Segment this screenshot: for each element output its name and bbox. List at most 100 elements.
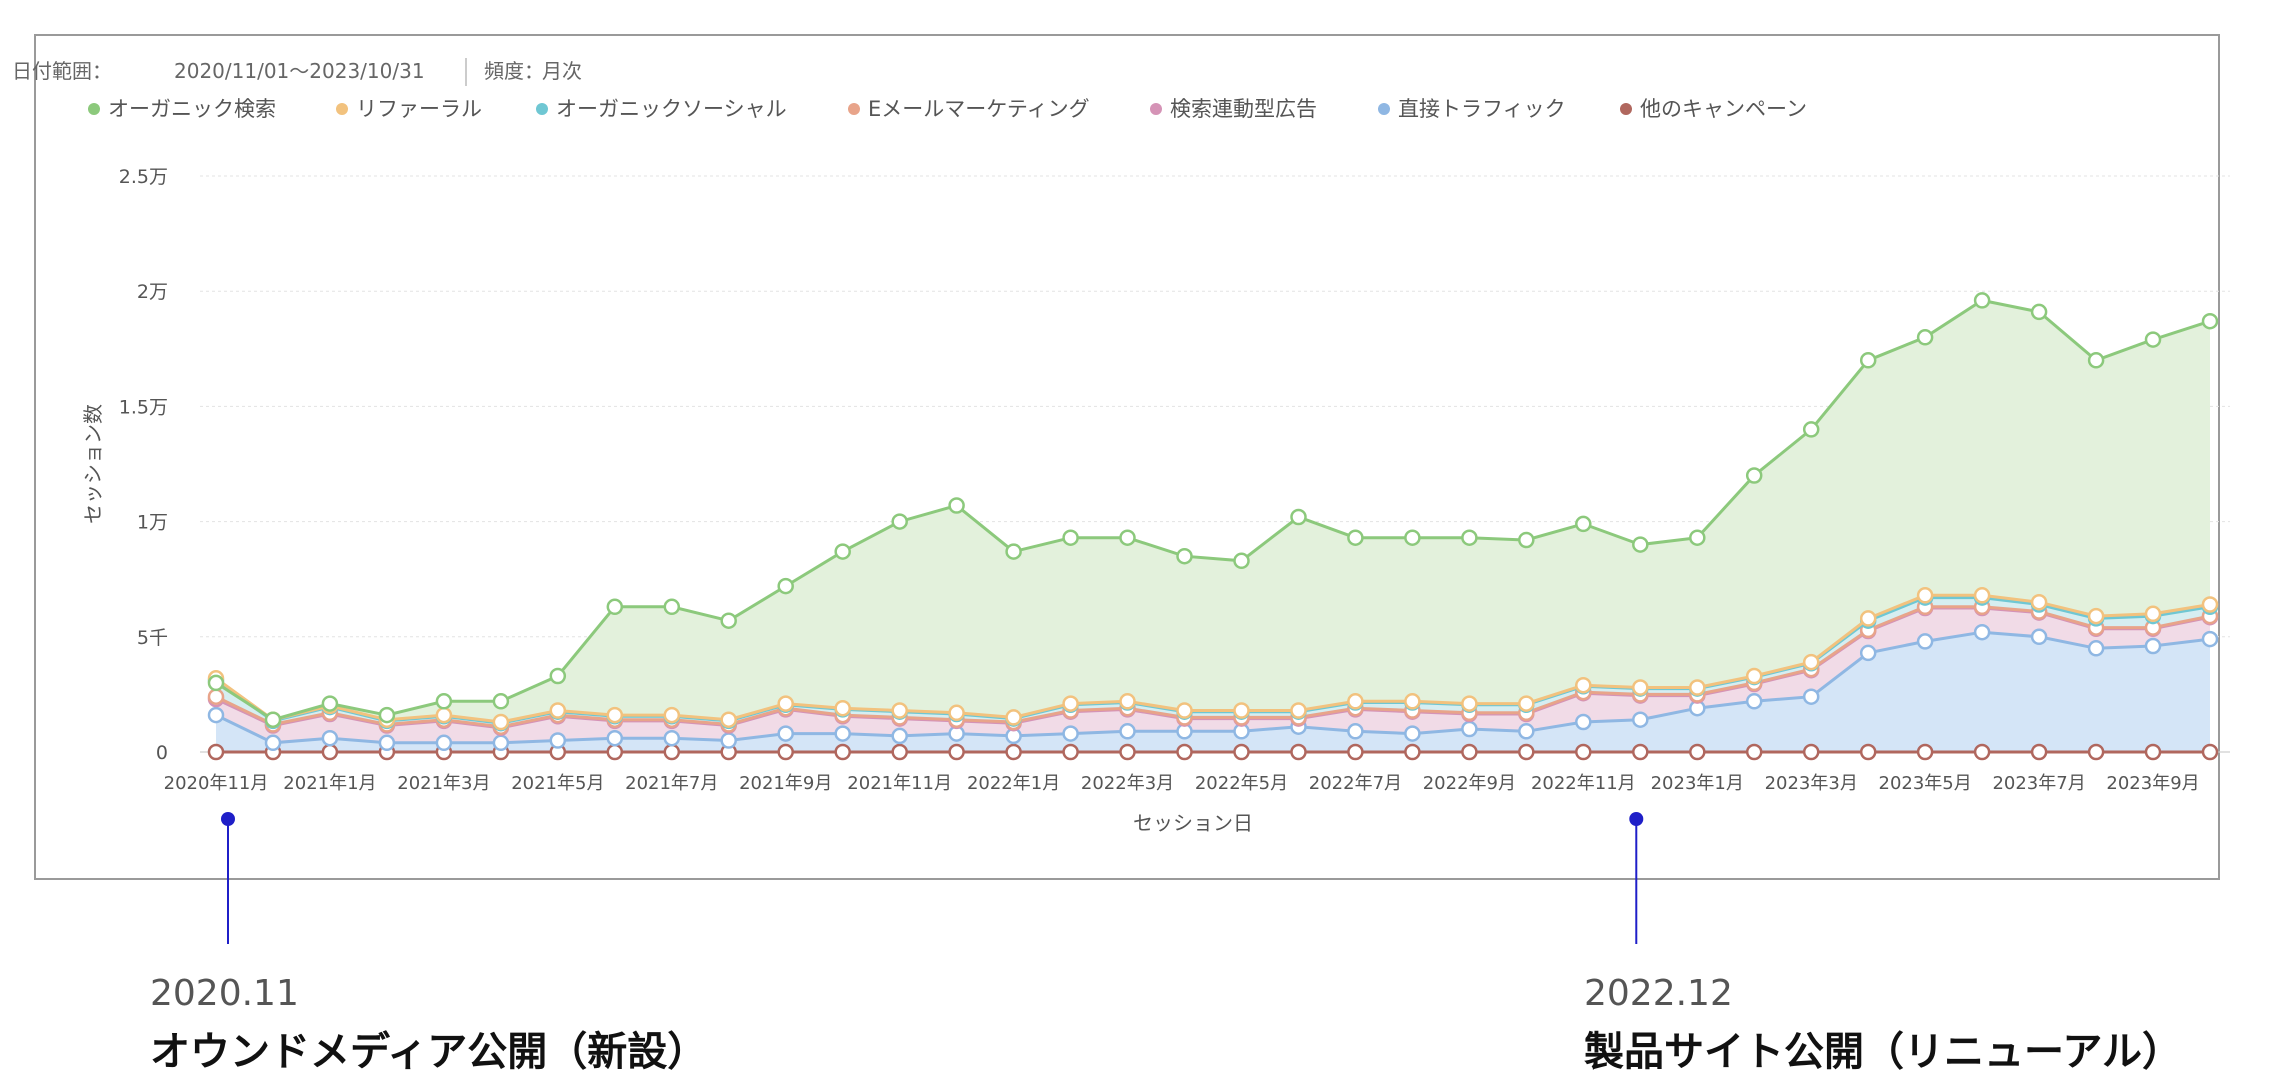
y-tick-label-0: 0 (156, 742, 168, 764)
point-5-21 (1404, 725, 1421, 742)
x-tick-label-7: 2022年1月 (967, 773, 1060, 794)
legend-marker-5 (1378, 103, 1390, 115)
point-6-22 (1461, 743, 1478, 761)
y-tick-label-5: 2.5万 (119, 166, 168, 188)
frequency-value: 月次 (542, 59, 582, 83)
point-6-30 (1916, 743, 1934, 761)
x-tick-label-6: 2021年11月 (847, 773, 952, 794)
legend-label-4: 検索連動型広告 (1170, 97, 1317, 121)
legend-marker-1 (336, 103, 348, 115)
x-tick-label-15: 2023年5月 (1879, 773, 1972, 794)
point-6-19 (1290, 743, 1307, 761)
x-tick-label-10: 2022年7月 (1309, 773, 1402, 794)
point-1-16 (1119, 693, 1136, 710)
x-axis-title: セッション日 (1133, 811, 1253, 835)
point-6-8 (663, 743, 681, 761)
point-1-9 (720, 711, 737, 728)
y-tick-label-3: 1.5万 (119, 396, 168, 418)
series-line-0 (215, 298, 2211, 722)
point-1-17 (1176, 702, 1193, 719)
area-0 (216, 300, 2210, 722)
point-6-11 (834, 743, 851, 761)
point-5-5 (492, 734, 510, 752)
point-0-9 (720, 612, 737, 629)
legend-label-0: オーガニック検索 (108, 97, 276, 121)
point-0-5 (492, 693, 510, 710)
legend-label-1: リファーラル (356, 97, 482, 121)
point-0-0 (207, 674, 225, 692)
point-5-7 (606, 729, 624, 747)
point-0-15 (1062, 529, 1079, 546)
point-5-31 (1973, 623, 1991, 641)
point-5-2 (321, 729, 339, 747)
point-6-18 (1233, 743, 1250, 761)
point-0-29 (1859, 352, 1877, 369)
point-0-21 (1404, 529, 1421, 546)
x-tick-label-1: 2021年1月 (283, 773, 376, 794)
point-5-0 (207, 706, 225, 724)
legend-marker-6 (1620, 103, 1632, 115)
point-6-26 (1689, 743, 1706, 761)
legend-label-5: 直接トラフィック (1398, 97, 1566, 121)
frequency-label: 頻度： (484, 59, 544, 83)
point-6-15 (1062, 743, 1079, 761)
point-0-33 (2087, 352, 2105, 369)
point-6-7 (606, 743, 624, 761)
annotation-date-0: 2020.11 (150, 973, 299, 1014)
legend-marker-4 (1150, 103, 1162, 115)
point-1-25 (1632, 679, 1649, 696)
x-tick-label-9: 2022年5月 (1195, 773, 1288, 794)
point-0-19 (1290, 508, 1307, 526)
point-6-25 (1632, 743, 1649, 761)
y-axis-title: セッション数 (81, 404, 105, 524)
point-6-17 (1176, 743, 1193, 761)
point-0-27 (1745, 467, 1763, 484)
x-tick-label-5: 2021年9月 (739, 773, 832, 794)
point-6-32 (2030, 743, 2048, 761)
date-range-label: 日付範囲： (12, 59, 112, 83)
point-0-18 (1233, 552, 1250, 570)
point-1-31 (1973, 587, 1991, 604)
point-1-8 (663, 706, 681, 724)
area-5 (216, 632, 2210, 752)
point-6-10 (777, 743, 794, 761)
point-1-18 (1233, 702, 1250, 719)
point-0-17 (1176, 547, 1193, 565)
point-0-6 (549, 667, 567, 685)
point-1-30 (1916, 587, 1934, 604)
legend-marker-3 (848, 103, 860, 115)
point-1-20 (1347, 693, 1364, 710)
y-tick-label-2: 1万 (137, 512, 168, 534)
point-1-7 (606, 706, 624, 724)
point-5-22 (1461, 720, 1478, 738)
y-tick-label-1: 5千 (137, 627, 168, 649)
x-tick-label-17: 2023年9月 (2106, 773, 2199, 794)
x-tick-label-4: 2021年7月 (625, 773, 718, 794)
annotation-label-0: オウンドメディア公開（新設） (150, 1029, 708, 1075)
point-0-8 (663, 598, 681, 616)
series-line-5 (215, 630, 2211, 745)
point-6-33 (2087, 743, 2105, 761)
point-1-21 (1404, 693, 1421, 710)
legend-label-6: 他のキャンペーン (1640, 97, 1807, 121)
point-1-34 (2144, 605, 2162, 623)
point-1-12 (891, 702, 908, 719)
point-0-20 (1347, 529, 1364, 546)
point-5-27 (1745, 693, 1763, 710)
point-0-14 (1005, 543, 1022, 560)
point-0-32 (2030, 303, 2048, 321)
point-1-4 (435, 706, 453, 724)
point-1-27 (1745, 667, 1763, 685)
point-0-10 (777, 577, 794, 595)
x-tick-label-11: 2022年9月 (1423, 773, 1516, 794)
point-6-34 (2144, 743, 2162, 761)
point-1-6 (549, 702, 567, 719)
legend-marker-2 (536, 103, 548, 115)
x-tick-label-14: 2023年3月 (1765, 773, 1858, 794)
point-0-24 (1575, 515, 1592, 533)
point-0-1 (264, 711, 282, 728)
point-0-13 (948, 497, 965, 514)
point-1-29 (1859, 610, 1877, 627)
point-5-23 (1518, 723, 1535, 740)
